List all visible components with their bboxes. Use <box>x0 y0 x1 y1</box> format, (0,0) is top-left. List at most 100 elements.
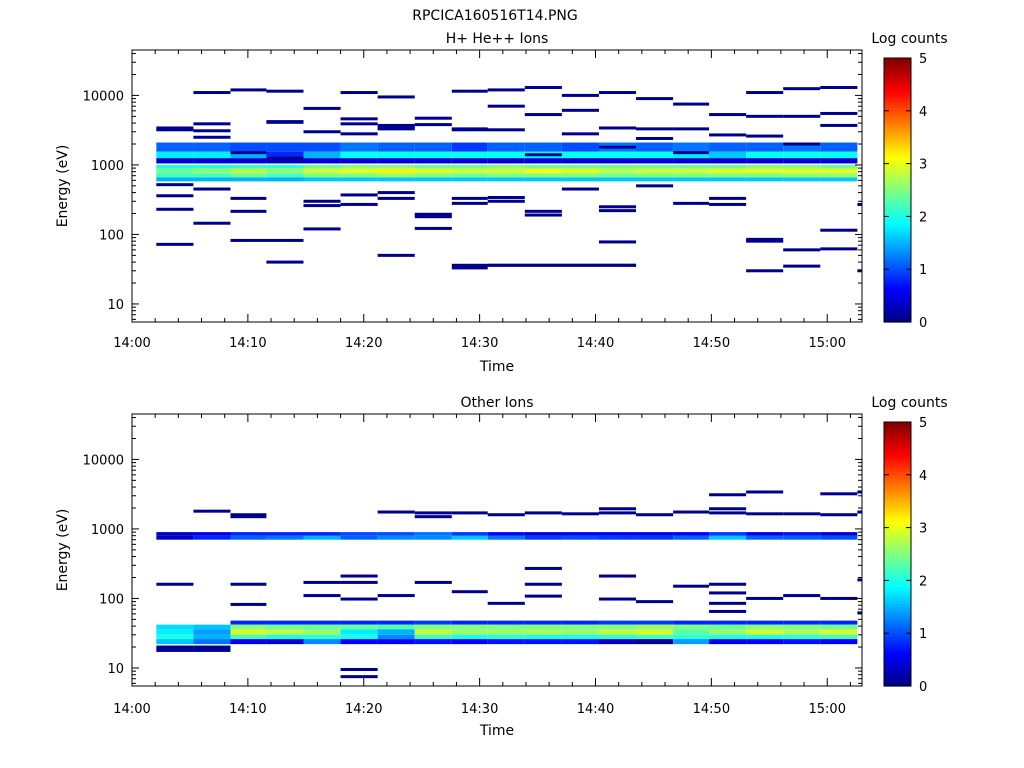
heatmap-cell <box>340 639 378 645</box>
colorbar-step <box>884 308 911 313</box>
h-ions-colorbar: 0 1 2 3 4 5 Log counts <box>871 31 947 331</box>
colorbar-step <box>884 246 911 250</box>
heatmap-cell <box>709 620 747 625</box>
heatmap-cell <box>156 624 194 630</box>
colorbar-step <box>884 239 911 244</box>
heatmap-cell <box>746 535 784 540</box>
heatmap-mark <box>487 104 525 108</box>
colorbar-step <box>884 478 911 482</box>
colorbar-step <box>884 596 911 601</box>
heatmap-cell <box>487 173 525 178</box>
heatmap-cell <box>230 151 267 159</box>
y-tick-label: 10 <box>107 662 124 677</box>
colorbar-tick-label: 5 <box>919 416 927 431</box>
colorbar-step <box>884 544 911 548</box>
colorbar-step <box>884 570 911 575</box>
heatmap-mark <box>414 511 452 515</box>
x-tick-label: 14:30 <box>461 702 498 717</box>
heatmap-cell <box>820 634 858 640</box>
heatmap-mark <box>414 123 452 127</box>
heatmap-cell <box>377 168 415 174</box>
heatmap-cell <box>709 535 747 540</box>
colorbar-step <box>884 494 911 499</box>
heatmap-cell <box>487 164 525 169</box>
heatmap-cell <box>820 620 858 625</box>
heatmap-cell <box>598 639 637 645</box>
heatmap-cell <box>193 639 231 645</box>
heatmap-cell <box>451 634 488 640</box>
colorbar-step <box>884 590 911 595</box>
heatmap-cell <box>451 158 488 164</box>
heatmap-cell <box>451 151 488 159</box>
heatmap-mark <box>230 602 267 606</box>
y-tick-label: 100 <box>99 592 124 607</box>
colorbar-step <box>884 653 911 657</box>
heatmap-cell <box>636 177 674 182</box>
colorbar-step <box>884 77 911 82</box>
heatmap-cell <box>783 532 821 536</box>
heatmap-cell <box>193 168 231 174</box>
colorbar-step <box>884 606 911 611</box>
colorbar-step <box>884 504 911 509</box>
heatmap-mark <box>820 228 858 232</box>
heatmap-cell <box>783 634 821 640</box>
heatmap-cell <box>377 639 415 645</box>
heatmap-mark <box>746 91 784 95</box>
heatmap-mark <box>340 675 378 679</box>
heatmap-mark <box>673 201 710 205</box>
heatmap-cell <box>303 629 341 635</box>
colorbar-step <box>884 87 911 92</box>
heatmap-mark <box>636 97 674 101</box>
colorbar-step <box>884 425 911 430</box>
h-ions-ticks <box>131 50 862 322</box>
heatmap-cell <box>340 158 378 164</box>
colorbar-step <box>884 422 911 426</box>
heatmap-cell <box>709 629 747 635</box>
heatmap-mark <box>524 566 562 570</box>
heatmap-cell <box>524 158 562 164</box>
heatmap-mark <box>820 513 858 517</box>
colorbar-step <box>884 461 911 466</box>
heatmap-mark <box>709 511 747 515</box>
heatmap-mark <box>636 513 674 517</box>
heatmap-mark <box>561 512 599 516</box>
colorbar-step <box>884 554 911 558</box>
heatmap-cell <box>303 620 341 625</box>
other-ions-bands <box>156 532 858 652</box>
heatmap-cell <box>193 177 231 182</box>
heatmap-cell <box>673 624 710 630</box>
heatmap-mark <box>673 102 710 106</box>
colorbar-step <box>884 100 911 105</box>
heatmap-mark <box>598 511 637 515</box>
colorbar-step <box>884 560 911 565</box>
colorbar-step <box>884 110 911 115</box>
colorbar-step <box>884 209 911 214</box>
colorbar-step <box>884 629 911 634</box>
colorbar-step <box>884 455 911 459</box>
heatmap-mark <box>783 264 821 268</box>
heatmap-cell <box>561 151 599 159</box>
colorbar-step <box>884 464 911 469</box>
colorbar-step <box>884 285 911 290</box>
colorbar-label: Log counts <box>871 31 947 47</box>
heatmap-cell <box>230 177 267 182</box>
colorbar-step <box>884 682 911 687</box>
colorbar-step <box>884 269 911 274</box>
heatmap-cell <box>783 164 821 169</box>
colorbar-step <box>884 147 911 151</box>
heatmap-cell <box>266 177 304 182</box>
heatmap-mark <box>820 123 858 127</box>
heatmap-mark <box>414 116 452 120</box>
colorbar-step <box>884 124 911 128</box>
heatmap-cell <box>673 173 710 178</box>
colorbar-step <box>884 468 911 473</box>
colorbar-step <box>884 114 911 118</box>
heatmap-cell <box>709 173 747 178</box>
heatmap-mark <box>451 89 488 93</box>
heatmap-mark <box>377 594 415 598</box>
colorbar-step <box>884 659 911 664</box>
heatmap-cell <box>451 142 488 152</box>
heatmap-cell <box>303 158 341 164</box>
heatmap-cell <box>340 535 378 540</box>
